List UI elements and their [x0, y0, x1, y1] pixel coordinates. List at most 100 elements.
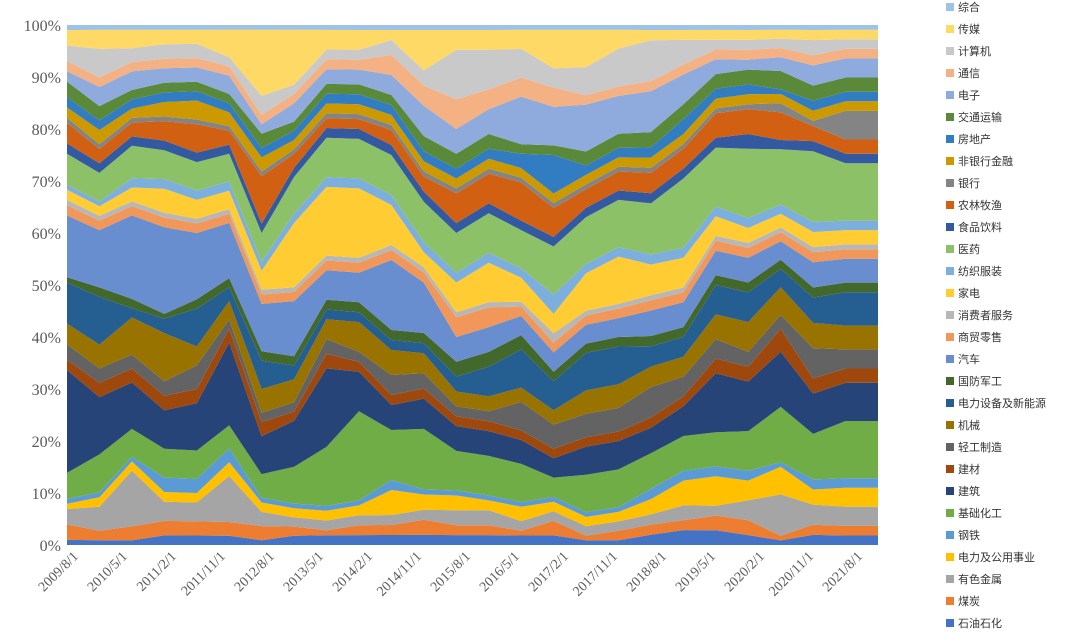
- legend-label: 医药: [958, 243, 980, 256]
- area-series-8: [67, 314, 878, 449]
- plot-area: [67, 25, 878, 545]
- legend-label: 煤炭: [958, 595, 980, 608]
- x-tick-label: 2011/11/1: [179, 549, 229, 599]
- y-tick-label: 50%: [32, 278, 61, 295]
- area-series-20: [67, 103, 878, 208]
- legend-label: 轻工制造: [958, 440, 1002, 454]
- y-tick-label: 100%: [24, 18, 61, 35]
- legend-label: 通信: [958, 67, 980, 80]
- legend-label: 交通运输: [958, 110, 1002, 124]
- area-series-6: [67, 342, 878, 478]
- legend-label: 建筑: [958, 484, 980, 498]
- legend-swatch: [946, 553, 954, 561]
- legend-swatch: [946, 619, 954, 627]
- area-series-18: [67, 128, 878, 247]
- y-tick-label: 0%: [40, 538, 61, 555]
- legend-swatch: [946, 311, 954, 319]
- area-series-21: [67, 94, 878, 204]
- legend-swatch: [946, 3, 954, 11]
- legend-label: 汽车: [958, 352, 980, 366]
- area-series-19: [67, 109, 878, 237]
- y-axis: 0% 10% 20% 30% 40% 50% 60% 70% 80% 90% 100%: [24, 18, 61, 555]
- legend-swatch: [946, 509, 954, 517]
- y-tick-label: 70%: [32, 174, 61, 191]
- legend-label: 消费者服务: [958, 308, 1013, 322]
- area-series-23: [67, 69, 878, 169]
- legend-swatch: [946, 597, 954, 605]
- legend-swatch: [946, 421, 954, 429]
- y-tick-label: 20%: [32, 434, 61, 451]
- legend-label: 电力设备及新能源: [958, 396, 1046, 410]
- legend-label: 建材: [958, 462, 980, 476]
- legend-swatch: [946, 399, 954, 407]
- legend-swatch: [946, 223, 954, 231]
- legend-label: 计算机: [958, 44, 991, 58]
- x-tick-label: 2019/5/1: [673, 549, 719, 595]
- area-series-13: [67, 205, 878, 353]
- area-series-10: [67, 268, 878, 411]
- x-tick-label: 2014/2/1: [330, 549, 376, 595]
- legend-swatch: [946, 465, 954, 473]
- legend-label: 电力及公用事业: [958, 551, 1035, 564]
- x-tick-label: 2009/8/1: [36, 549, 82, 595]
- area-series-12: [67, 215, 878, 372]
- area-series-25: [67, 48, 878, 129]
- legend-label: 银行: [958, 176, 980, 190]
- legend-swatch: [946, 355, 954, 363]
- x-tick-label: 2015/8/1: [428, 549, 474, 595]
- legend-label: 电子: [958, 89, 980, 102]
- legend-swatch: [946, 201, 954, 209]
- area-series-26: [67, 38, 878, 115]
- legend-swatch: [946, 157, 954, 165]
- legend-label: 钢铁: [958, 529, 980, 542]
- area-series-0: [67, 530, 878, 545]
- legend-label: 家电: [958, 286, 980, 300]
- x-tick-label: 2017/2/1: [526, 549, 572, 595]
- area-series-28: [67, 25, 878, 31]
- legend-swatch: [946, 179, 954, 187]
- area-series-24: [67, 57, 878, 154]
- legend-swatch: [946, 135, 954, 143]
- legend-label: 商贸零售: [958, 330, 1002, 344]
- area-series-4: [67, 448, 878, 517]
- legend-swatch: [946, 47, 954, 55]
- area-series-22: [67, 84, 878, 194]
- area-series-11: [67, 259, 878, 382]
- area-series-2: [67, 470, 878, 536]
- area-series-7: [67, 328, 878, 459]
- legend-label: 房地产: [958, 132, 991, 146]
- legend-label: 基础化工: [958, 506, 1002, 520]
- x-tick-label: 2021/8/1: [820, 549, 866, 595]
- legend: 综合传媒计算机通信电子交通运输房地产非银行金融银行农林牧渔食品饮料医药纺织服装家…: [946, 0, 1046, 630]
- area-series-5: [67, 406, 878, 513]
- x-tick-label: 2014/11/1: [374, 549, 424, 599]
- area-series-9: [67, 287, 878, 425]
- legend-swatch: [946, 69, 954, 77]
- y-tick-label: 60%: [32, 226, 61, 243]
- legend-swatch: [946, 113, 954, 121]
- legend-swatch: [946, 443, 954, 451]
- legend-swatch: [946, 487, 954, 495]
- legend-swatch: [946, 25, 954, 33]
- legend-label: 综合: [958, 0, 980, 14]
- y-tick-label: 90%: [32, 70, 61, 87]
- x-tick-label: 2013/5/1: [281, 549, 327, 595]
- y-tick-label: 40%: [32, 330, 61, 347]
- area-series-15: [67, 186, 878, 334]
- y-tick-label: 80%: [32, 122, 61, 139]
- legend-label: 机械: [958, 418, 980, 432]
- x-tick-label: 2016/5/1: [477, 549, 523, 595]
- legend-label: 非银行金融: [958, 154, 1013, 168]
- legend-swatch: [946, 333, 954, 341]
- y-tick-label: 30%: [32, 382, 61, 399]
- area-series-3: [67, 461, 878, 527]
- legend-label: 国防军工: [958, 374, 1002, 388]
- legend-label: 食品饮料: [958, 220, 1002, 234]
- legend-swatch: [946, 531, 954, 539]
- legend-swatch: [946, 575, 954, 583]
- legend-label: 农林牧渔: [958, 198, 1002, 212]
- x-tick-label: 2018/8/1: [624, 549, 670, 595]
- y-tick-label: 10%: [32, 486, 61, 503]
